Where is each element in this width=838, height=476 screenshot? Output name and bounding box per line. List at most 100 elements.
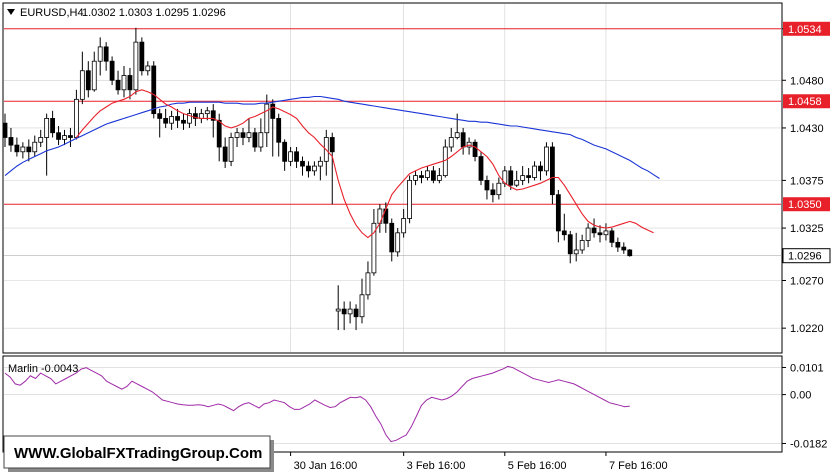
- candle-body: [204, 110, 210, 115]
- price-tick-label: 1.0325: [790, 223, 824, 235]
- candle-body: [68, 135, 73, 138]
- candle-body: [371, 222, 377, 274]
- fast-ma-line: [75, 89, 654, 239]
- candle-body: [115, 79, 121, 91]
- candle-body: [407, 179, 413, 219]
- indicator-tick-label: 0.00: [790, 390, 811, 402]
- candle-body: [62, 135, 67, 140]
- candle-body: [181, 119, 186, 124]
- candle-body: [532, 165, 537, 178]
- candle-body: [490, 189, 496, 196]
- candle-body: [228, 137, 234, 162]
- candlesticks: [2, 27, 633, 331]
- candle-body: [306, 165, 311, 172]
- candle-body: [163, 118, 169, 124]
- candle-body: [121, 75, 127, 91]
- candle-body: [8, 137, 14, 146]
- candle-body: [317, 160, 323, 167]
- candle-body: [79, 70, 85, 100]
- candle-body: [567, 234, 573, 255]
- candle-body: [26, 146, 32, 153]
- candle-body: [544, 146, 549, 172]
- candle-body: [109, 60, 115, 81]
- indicator-label: Marlin -0.0043: [8, 363, 78, 375]
- candle-body: [216, 119, 222, 148]
- slow-ma-line: [4, 95, 660, 179]
- candle-body: [478, 156, 484, 181]
- candle-body: [20, 146, 26, 153]
- candle-body: [32, 141, 38, 153]
- candle-body: [419, 175, 424, 178]
- price-tick-label: 1.0375: [790, 175, 824, 187]
- level-price-box: [783, 21, 830, 36]
- candle-body: [359, 294, 365, 318]
- candle-body: [157, 113, 163, 119]
- candle-body: [436, 175, 442, 181]
- candle-body: [335, 308, 341, 312]
- candle-body: [365, 272, 371, 296]
- candle-body: [74, 98, 79, 138]
- candle-body: [294, 151, 299, 162]
- candle-body: [276, 118, 282, 143]
- candle-body: [597, 232, 603, 236]
- candle-body: [508, 170, 514, 186]
- candle-body: [353, 308, 359, 318]
- candle-body: [2, 122, 8, 138]
- candle-body: [210, 110, 216, 121]
- marlin-line: [4, 365, 630, 443]
- price-tick-label: 1.0430: [790, 123, 824, 135]
- candle-body: [91, 60, 97, 91]
- candle-body: [288, 151, 294, 162]
- candle-body: [389, 222, 395, 253]
- marlin-oscillator: [4, 365, 630, 443]
- level-price-label: 1.0458: [788, 96, 822, 108]
- candle-body: [187, 113, 192, 124]
- candle-body: [300, 160, 305, 167]
- candle-body: [56, 132, 61, 140]
- candle-body: [603, 230, 609, 236]
- candle-body: [175, 116, 180, 121]
- candle-body: [38, 137, 44, 143]
- candle-body: [526, 175, 531, 178]
- candle-body: [413, 175, 418, 181]
- candle-body: [270, 103, 276, 119]
- indicator-tick-label: -0.0182: [790, 438, 827, 450]
- candle-body: [538, 165, 543, 172]
- candle-body: [85, 70, 91, 91]
- indicator-tick-label: 0.0101: [790, 362, 824, 374]
- candle-body: [555, 194, 561, 232]
- candle-body: [234, 132, 240, 138]
- candle-body: [103, 46, 109, 62]
- candle-body: [97, 46, 103, 62]
- main-chart-frame: [2, 2, 783, 354]
- candle-body: [246, 132, 252, 138]
- time-axis: 30 Jan 16:00 3 Feb 16:00 5 Feb 16:00 7 Feb …: [290, 452, 668, 472]
- candle-body: [484, 179, 490, 191]
- candle-body: [401, 218, 407, 234]
- candle-body: [240, 132, 246, 138]
- candle-body: [258, 132, 264, 148]
- candle-body: [395, 232, 401, 253]
- time-tick-label: 5 Feb 16:00: [508, 460, 567, 472]
- ohlc-label: 1.0302 1.0303 1.0295 1.0296: [82, 7, 226, 19]
- candle-body: [169, 116, 175, 124]
- candle-body: [561, 230, 567, 236]
- candle-body: [520, 175, 526, 181]
- candle-body: [472, 141, 478, 157]
- chart-menu-triangle-icon[interactable]: [7, 9, 15, 15]
- candle-body: [50, 118, 55, 134]
- candle-body: [496, 182, 502, 196]
- level-price-box: [783, 197, 830, 212]
- candle-body: [282, 141, 288, 162]
- candle-body: [615, 241, 621, 248]
- candle-body: [550, 146, 555, 196]
- candle-body: [341, 308, 347, 315]
- candle-body: [252, 132, 258, 148]
- candle-body: [573, 249, 579, 255]
- time-tick-label: 30 Jan 16:00: [294, 460, 358, 472]
- time-tick-label: 3 Feb 16:00: [407, 460, 466, 472]
- level-price-label: 1.0534: [788, 24, 822, 36]
- candle-body: [151, 65, 157, 115]
- candle-body: [192, 113, 198, 119]
- watermark-banner: WWW.GlobalFXTradingGroup.Com: [3, 435, 274, 472]
